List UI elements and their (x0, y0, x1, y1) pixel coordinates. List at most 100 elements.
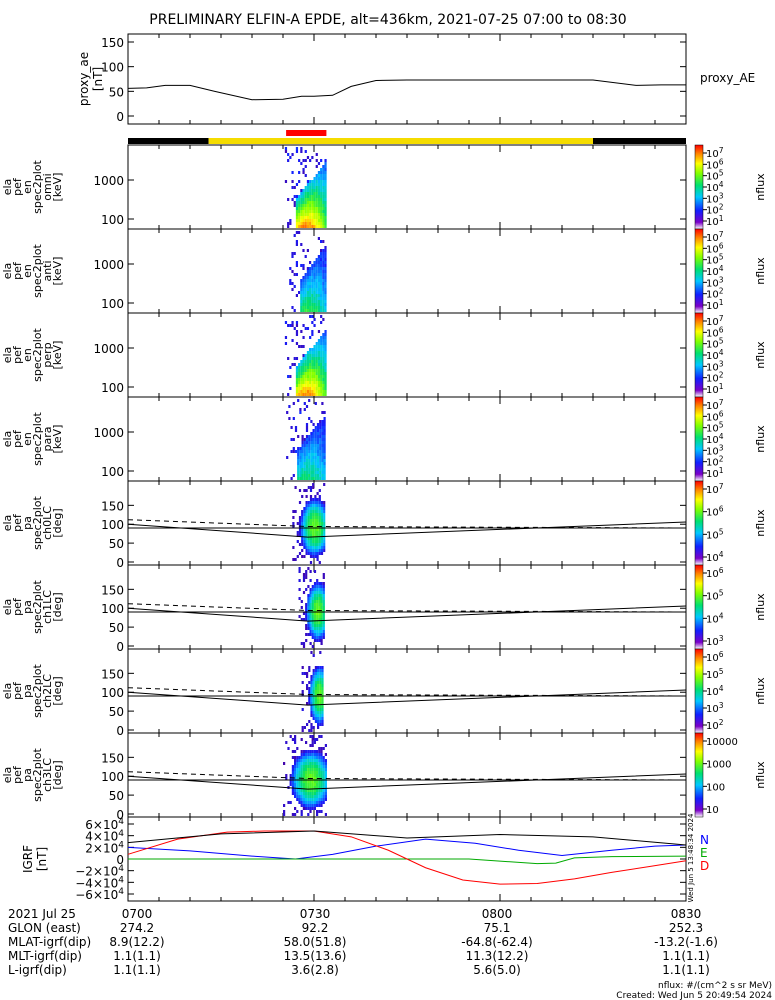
en-omni-cell (302, 219, 305, 222)
pa-ch2-cell (310, 696, 313, 699)
pa-ch3-cell (318, 762, 321, 765)
en-omni-cell (320, 171, 323, 174)
pa-ch1-cell (311, 603, 314, 606)
en-para-cell (310, 432, 313, 435)
pa-ch3-cell (289, 735, 292, 738)
en-omni-cell (315, 213, 318, 216)
pa-ch3-cell (313, 762, 316, 765)
pa-ch2-cell (312, 681, 315, 684)
en-anti-cell (295, 294, 298, 297)
en-perp-cell (302, 324, 305, 327)
pa-ch2-cell (317, 699, 320, 702)
pa-ch2-cell (312, 678, 315, 681)
en-anti-cell (317, 300, 320, 303)
pa-ch0-cell (323, 531, 326, 534)
pa-ch3-cell (320, 753, 323, 756)
pa-ch2-cbar-title: nflux (754, 677, 767, 705)
en-para-cell (316, 456, 320, 459)
en-anti-cell (311, 306, 314, 309)
pa-ch3-cell (322, 768, 325, 771)
en-perp-cell (293, 363, 296, 366)
pa-ch0-cell (316, 546, 319, 549)
en-anti-cell (295, 261, 298, 264)
pa-ch2-cell (312, 714, 315, 717)
en-para-cell (303, 468, 306, 471)
pa-ch3-cell (309, 753, 312, 756)
pa-ch3-cell (298, 759, 301, 762)
pa-ch2-cbar-label-0: 106 (706, 650, 724, 664)
pa-ch0-cell (312, 504, 315, 507)
en-para-cell (299, 462, 302, 465)
pa-ch0-cell (323, 549, 326, 552)
pa-ch3-cell (291, 786, 294, 789)
en-perp-cell (300, 372, 303, 375)
pa-ch2-cell (321, 690, 324, 693)
en-para-cell (321, 462, 324, 465)
pa-ch3-cell (320, 792, 323, 795)
en-anti-cell (306, 303, 309, 306)
pa-ch0-cell (314, 540, 317, 543)
pa-ch1-cell (309, 603, 312, 606)
pa-ch2-cell (321, 717, 324, 720)
en-omni-cell (324, 222, 327, 225)
pa-ch3-cell (324, 789, 327, 792)
en-anti-cell (315, 288, 318, 291)
en-para-cell (321, 438, 324, 441)
pa-ch1-cell (298, 570, 301, 573)
en-para-cell (319, 450, 322, 453)
en-perp-cell (302, 369, 305, 372)
pa-ch3-cell (307, 753, 310, 756)
en-anti-cell (317, 255, 320, 258)
en-para-cell (316, 465, 320, 468)
pa-ch0-cell (305, 546, 308, 549)
en-omni-cell (289, 222, 292, 225)
en-perp-cell (295, 384, 299, 387)
en-omni-cell (315, 222, 318, 225)
pa-ch1-cell (320, 594, 323, 597)
pa-ch3-cell (300, 804, 303, 807)
en-perp-cell (295, 357, 299, 360)
pa-ch1-cell (318, 606, 321, 609)
en-para-cell (312, 456, 315, 459)
pa-ch0-cell (320, 516, 324, 519)
en-anti-cell (302, 297, 305, 300)
pa-ch3-cell (313, 780, 316, 783)
en-para-cell (319, 465, 322, 468)
en-para-cell (319, 444, 322, 447)
pa-ch3-cell (300, 750, 303, 753)
pa-ch1-cell (313, 606, 317, 609)
pa-ch3-cell (313, 786, 316, 789)
pa-ch3-cell (302, 792, 305, 795)
en-para-cell (297, 468, 300, 471)
en-omni-colorbar (694, 144, 704, 230)
pa-ch1-cell (316, 582, 319, 585)
pa-ch0-cell (312, 543, 315, 546)
pa-ch1-cbar-label-0: 106 (706, 566, 724, 580)
pa-ch3-cell (322, 795, 325, 798)
en-perp-cell (306, 327, 310, 330)
en-perp-cbar-label-1: 106 (706, 325, 724, 339)
en-anti-cell (320, 288, 323, 291)
en-omni-cell (317, 192, 321, 195)
en-omni-cbar-title: nflux (754, 173, 767, 201)
pa-ch2-cell (310, 702, 313, 705)
en-anti-cell (315, 258, 318, 261)
pa-ch0-cell (314, 522, 317, 525)
en-omni-cell (322, 177, 325, 180)
pa-ch0-cell (298, 516, 302, 519)
en-omni-cell (311, 198, 314, 201)
pa-ch3-cell (300, 774, 303, 777)
pa-ch3-cell (324, 744, 327, 747)
en-perp-cell (320, 366, 323, 369)
pa-ch1-cell (307, 612, 310, 615)
en-para-cell (303, 462, 306, 465)
en-perp-cell (298, 390, 301, 393)
pa-ch2-cell (301, 690, 304, 693)
en-anti-cell (317, 294, 320, 297)
pa-ch0-cell (298, 552, 302, 555)
pa-ch3-cell (305, 795, 308, 798)
en-perp-cell (313, 387, 316, 390)
pa-ch3-cell (305, 807, 308, 810)
pa-ch1-cell (305, 624, 308, 627)
en-perp-cell (300, 390, 303, 393)
